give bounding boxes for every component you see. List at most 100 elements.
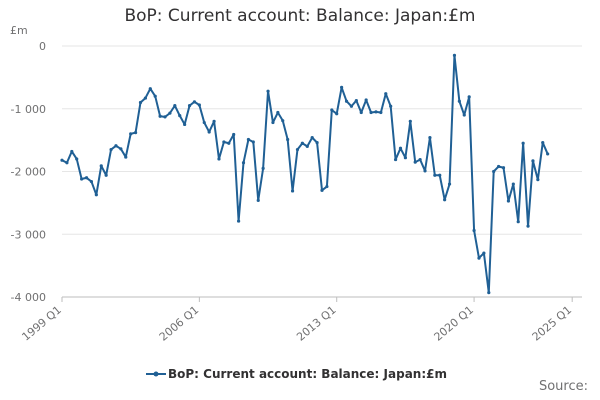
data-point (477, 256, 481, 260)
data-point (501, 166, 506, 170)
data-point (276, 110, 280, 115)
data-point (80, 177, 84, 181)
data-point (75, 157, 79, 161)
x-tick-label: 2013 Q1 (294, 303, 338, 343)
data-point (418, 157, 422, 162)
data-point (344, 99, 349, 103)
data-point (349, 104, 354, 108)
data-point (241, 161, 246, 165)
data-point (482, 251, 486, 255)
data-point (261, 166, 265, 170)
data-point (428, 136, 432, 140)
data-point (516, 220, 520, 224)
x-tick-label: 2020 Q1 (432, 303, 476, 343)
data-point (281, 119, 285, 123)
data-point (541, 141, 545, 145)
data-point (246, 137, 251, 142)
series-line (60, 53, 550, 295)
data-point (251, 140, 255, 144)
data-point (84, 176, 89, 180)
data-point (227, 141, 231, 145)
data-point (183, 122, 187, 127)
data-point (546, 152, 550, 156)
data-point (354, 98, 358, 103)
data-point (163, 115, 167, 119)
data-point (398, 146, 403, 150)
data-point (70, 149, 74, 154)
y-tick-label: -4 000 (11, 291, 46, 304)
data-point (364, 98, 368, 102)
data-point (158, 114, 162, 118)
legend-label: BoP: Current account: Balance: Japan:£m (168, 367, 447, 381)
data-point (187, 104, 192, 108)
y-tick-label: -2 000 (11, 166, 46, 179)
data-point (472, 228, 476, 233)
data-point (325, 184, 329, 189)
data-point (389, 104, 393, 108)
data-point (384, 92, 388, 96)
data-point (153, 94, 157, 98)
data-point (320, 188, 324, 192)
data-point (295, 147, 300, 152)
data-point (237, 219, 241, 223)
y-tick-label: -1 000 (11, 103, 46, 116)
data-point (487, 291, 491, 295)
data-point (506, 199, 511, 203)
data-point (536, 178, 540, 182)
data-point (109, 147, 113, 152)
chart-title: BoP: Current account: Balance: Japan:£m (124, 6, 476, 26)
data-point (310, 136, 314, 140)
data-point (511, 182, 515, 186)
data-point (457, 99, 461, 103)
data-point (359, 110, 363, 115)
data-point (192, 100, 197, 104)
data-point (232, 132, 236, 137)
data-point (290, 189, 295, 193)
data-point (340, 85, 344, 90)
y-unit-label: £m (10, 24, 28, 37)
x-axis: 1999 Q1 2006 Q1 2013 Q1 2020 Q1 2025 Q1 (19, 296, 582, 344)
data-point (148, 87, 152, 91)
data-point (99, 164, 103, 168)
data-point (197, 103, 201, 107)
data-point (497, 164, 501, 169)
data-point (129, 132, 133, 136)
data-point (452, 53, 457, 58)
data-point (408, 119, 412, 123)
x-tick-label: 1999 Q1 (19, 303, 63, 343)
data-point (94, 193, 98, 197)
data-point (271, 120, 275, 125)
y-tick-label: -3 000 (11, 228, 46, 241)
data-point (114, 144, 118, 148)
data-point (266, 89, 270, 93)
data-point (335, 112, 339, 116)
data-point (531, 159, 535, 163)
data-point (462, 113, 466, 117)
data-point (369, 110, 373, 115)
data-point (286, 137, 290, 142)
data-point (133, 130, 138, 135)
data-point (433, 173, 437, 177)
data-point (173, 104, 177, 108)
y-axis-tick-labels: 0 -1 000 -2 000 -3 000 -4 000 (11, 40, 46, 304)
series-path (61, 54, 549, 294)
data-point (124, 155, 128, 159)
source-label: Source: (538, 379, 588, 394)
data-point (403, 156, 407, 160)
data-point (212, 119, 216, 123)
data-point (374, 110, 378, 114)
data-point (443, 198, 447, 202)
data-point (60, 158, 64, 162)
data-point (217, 157, 221, 161)
data-point (256, 198, 260, 202)
data-point (207, 130, 211, 134)
data-point (119, 147, 123, 151)
data-point (492, 169, 496, 174)
data-point (467, 95, 471, 99)
data-point (423, 169, 427, 173)
data-point (222, 140, 226, 144)
data-point (526, 224, 530, 228)
data-point (143, 96, 147, 100)
data-point (447, 182, 452, 186)
